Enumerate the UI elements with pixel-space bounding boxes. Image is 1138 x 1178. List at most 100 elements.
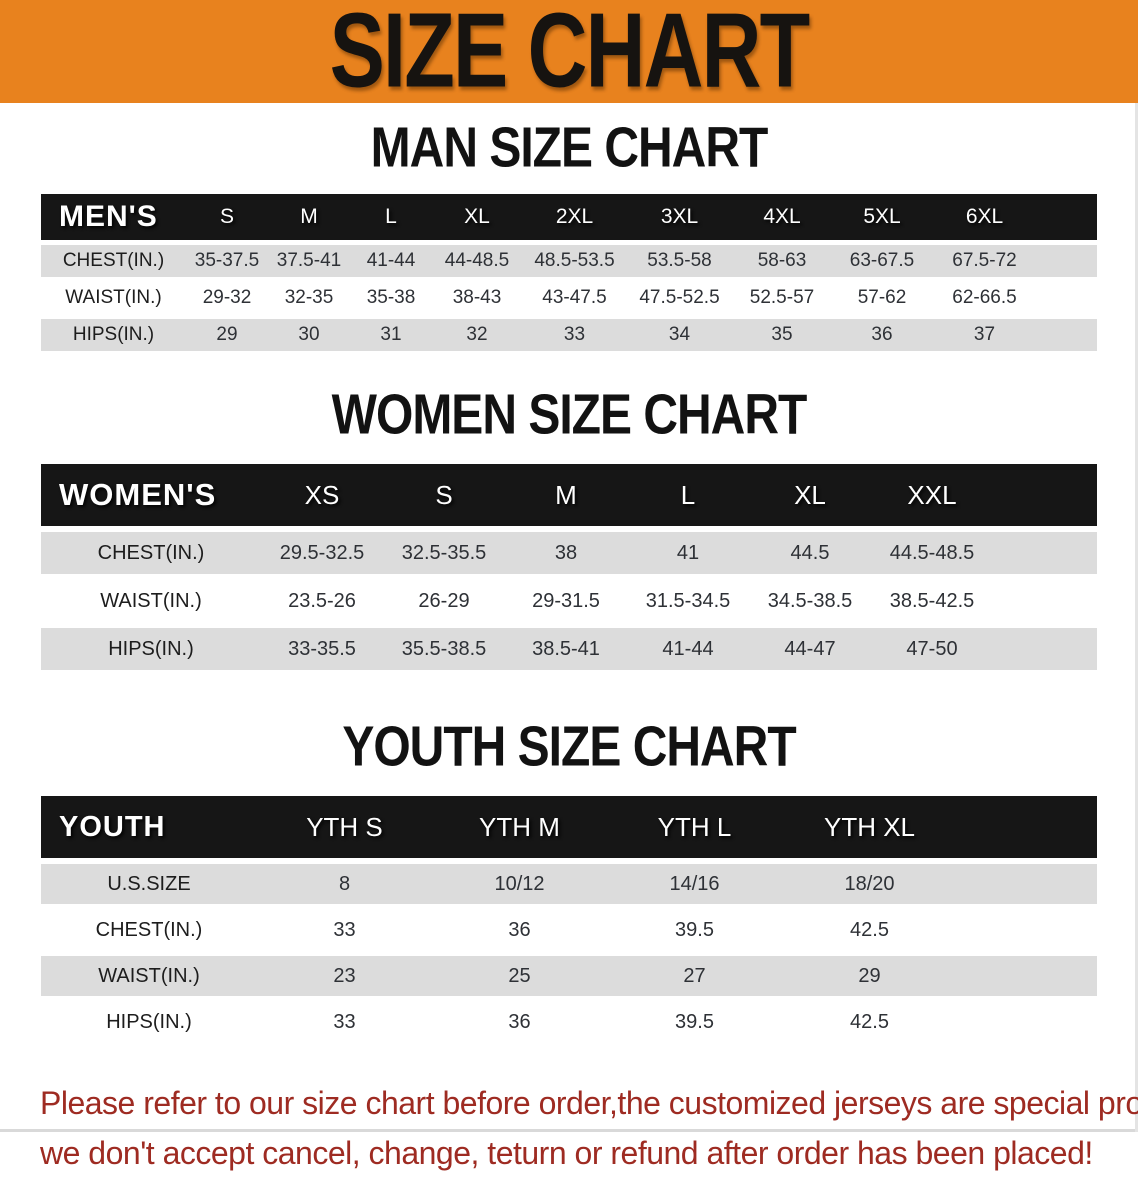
footer-notice-line-2: we don't accept cancel, change, teturn o…: [40, 1135, 1093, 1171]
size-column-header: M: [505, 464, 627, 526]
row-spacer-cell: [957, 956, 1097, 996]
measurement-value: 26-29: [383, 580, 505, 622]
measurement-value: 33-35.5: [261, 628, 383, 670]
women-size-table: WOMEN'S XS S M L XL XXL CHEST(IN.) 29.5-32.5 32.5…: [41, 458, 1097, 676]
size-column-header: XXL: [871, 464, 993, 526]
row-spacer-cell: [993, 532, 1097, 574]
size-column-header: XL: [432, 194, 522, 240]
youth-size-table: YOUTH YTH S YTH M YTH L YTH XL U.S.SIZE 8 10/12…: [41, 790, 1097, 1048]
measurement-value: 63-67.5: [832, 245, 932, 277]
size-header-row: WOMEN'S XS S M L XL XXL: [41, 464, 1097, 526]
measurement-value: 37: [932, 319, 1037, 351]
measurement-value: 44-48.5: [432, 245, 522, 277]
measurement-value: 32: [432, 319, 522, 351]
size-column-header: YTH S: [257, 796, 432, 858]
row-spacer-cell: [1037, 245, 1097, 277]
measurement-value: 43-47.5: [522, 282, 627, 314]
measurement-value: 39.5: [607, 910, 782, 950]
measurement-value: 35-38: [350, 282, 432, 314]
size-column-header: YTH M: [432, 796, 607, 858]
size-column-header: 4XL: [732, 194, 832, 240]
measurement-value: 47-50: [871, 628, 993, 670]
measurement-value: 35-37.5: [186, 245, 268, 277]
measurement-label: HIPS(IN.): [41, 1002, 257, 1042]
header-spacer-cell: [993, 464, 1097, 526]
banner-title: SIZE CHART: [329, 0, 811, 110]
measurement-row: CHEST(IN.) 29.5-32.5 32.5-35.5 38 41 44.5 44.5…: [41, 532, 1097, 574]
measurement-value: 48.5-53.5: [522, 245, 627, 277]
measurement-value: 44.5-48.5: [871, 532, 993, 574]
size-header-row: YOUTH YTH S YTH M YTH L YTH XL: [41, 796, 1097, 858]
measurement-value: 25: [432, 956, 607, 996]
measurement-value: 38.5-42.5: [871, 580, 993, 622]
measurement-value: 57-62: [832, 282, 932, 314]
measurement-value: 35.5-38.5: [383, 628, 505, 670]
measurement-row: CHEST(IN.) 33 36 39.5 42.5: [41, 910, 1097, 950]
measurement-value: 41-44: [350, 245, 432, 277]
measurement-value: 32-35: [268, 282, 350, 314]
measurement-row: HIPS(IN.) 33 36 39.5 42.5: [41, 1002, 1097, 1042]
size-column-header: YTH XL: [782, 796, 957, 858]
measurement-value: 32.5-35.5: [383, 532, 505, 574]
size-column-header: XS: [261, 464, 383, 526]
measurement-label: CHEST(IN.): [41, 245, 186, 277]
row-spacer-cell: [993, 580, 1097, 622]
measurement-value: 38-43: [432, 282, 522, 314]
measurement-value: 29: [186, 319, 268, 351]
measurement-value: 58-63: [732, 245, 832, 277]
measurement-label: CHEST(IN.): [41, 910, 257, 950]
size-column-header: 2XL: [522, 194, 627, 240]
measurement-row: HIPS(IN.) 29 30 31 32 33 34 35 36 37: [41, 319, 1097, 351]
women-section-heading: WOMEN SIZE CHART: [0, 384, 1138, 447]
measurement-value: 29.5-32.5: [261, 532, 383, 574]
measurement-label: CHEST(IN.): [41, 532, 261, 574]
measurement-value: 38.5-41: [505, 628, 627, 670]
footer-notice: Please refer to our size chart before or…: [40, 1078, 1138, 1178]
women-section-title: WOMEN SIZE CHART: [331, 384, 808, 447]
header-spacer-cell: [957, 796, 1097, 858]
measurement-value: 47.5-52.5: [627, 282, 732, 314]
measurement-value: 31.5-34.5: [627, 580, 749, 622]
measurement-value: 39.5: [607, 1002, 782, 1042]
measurement-value: 33: [522, 319, 627, 351]
measurement-value: 44-47: [749, 628, 871, 670]
measurement-value: 36: [432, 910, 607, 950]
size-column-header: XL: [749, 464, 871, 526]
measurement-value: 10/12: [432, 864, 607, 904]
table-title-cell: MEN'S: [41, 194, 186, 240]
measurement-row: WAIST(IN.) 23.5-26 26-29 29-31.5 31.5-34.5 34…: [41, 580, 1097, 622]
size-header-row: MEN'S S M L XL 2XL 3XL 4XL 5XL 6XL: [41, 194, 1097, 240]
size-column-header: S: [186, 194, 268, 240]
size-column-header: S: [383, 464, 505, 526]
measurement-value: 30: [268, 319, 350, 351]
size-column-header: YTH L: [607, 796, 782, 858]
measurement-value: 23: [257, 956, 432, 996]
men-section-heading: MAN SIZE CHART: [0, 117, 1138, 180]
measurement-value: 27: [607, 956, 782, 996]
measurement-row: U.S.SIZE 8 10/12 14/16 18/20: [41, 864, 1097, 904]
measurement-value: 35: [732, 319, 832, 351]
row-spacer-cell: [993, 628, 1097, 670]
measurement-value: 37.5-41: [268, 245, 350, 277]
measurement-value: 34: [627, 319, 732, 351]
size-column-header: M: [268, 194, 350, 240]
youth-section-title: YOUTH SIZE CHART: [342, 716, 796, 779]
measurement-value: 36: [832, 319, 932, 351]
measurement-label: WAIST(IN.): [41, 580, 261, 622]
measurement-value: 29-31.5: [505, 580, 627, 622]
size-column-header: 5XL: [832, 194, 932, 240]
size-column-header: L: [627, 464, 749, 526]
header-spacer-cell: [1037, 194, 1097, 240]
measurement-row: CHEST(IN.) 35-37.5 37.5-41 41-44 44-48.5 48.5…: [41, 245, 1097, 277]
measurement-label: WAIST(IN.): [41, 956, 257, 996]
measurement-label: HIPS(IN.): [41, 628, 261, 670]
measurement-value: 41: [627, 532, 749, 574]
measurement-value: 14/16: [607, 864, 782, 904]
measurement-label: U.S.SIZE: [41, 864, 257, 904]
banner: SIZE CHART: [0, 0, 1138, 110]
measurement-label: WAIST(IN.): [41, 282, 186, 314]
measurement-value: 62-66.5: [932, 282, 1037, 314]
measurement-value: 41-44: [627, 628, 749, 670]
measurement-value: 31: [350, 319, 432, 351]
